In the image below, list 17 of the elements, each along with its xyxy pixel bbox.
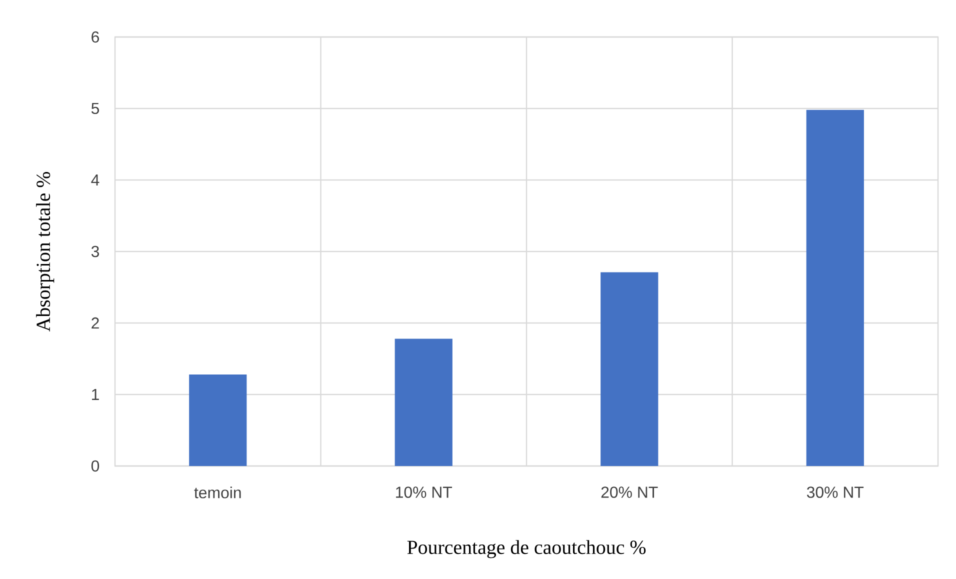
y-tick-label: 4 — [91, 174, 100, 186]
x-axis-title: Pourcentage de caoutchouc % — [407, 540, 646, 558]
bar — [806, 110, 864, 466]
y-tick-label: 1 — [92, 389, 99, 400]
x-tick-label: 30% NT — [806, 486, 864, 498]
y-tick-label: 2 — [92, 317, 99, 329]
y-tick-label: 5 — [91, 102, 100, 114]
y-tick-label: 6 — [92, 31, 99, 43]
bar — [189, 374, 247, 466]
y-axis-title: Absorption totale % — [36, 172, 54, 332]
bar — [394, 338, 452, 466]
y-tick-label: 0 — [91, 460, 100, 472]
y-tick-label: 3 — [91, 246, 99, 258]
x-tick-label: 20% NT — [601, 486, 658, 498]
x-tick-label: temoin — [194, 486, 241, 498]
bar — [600, 272, 658, 466]
x-tick-label: 10% NT — [396, 486, 452, 498]
